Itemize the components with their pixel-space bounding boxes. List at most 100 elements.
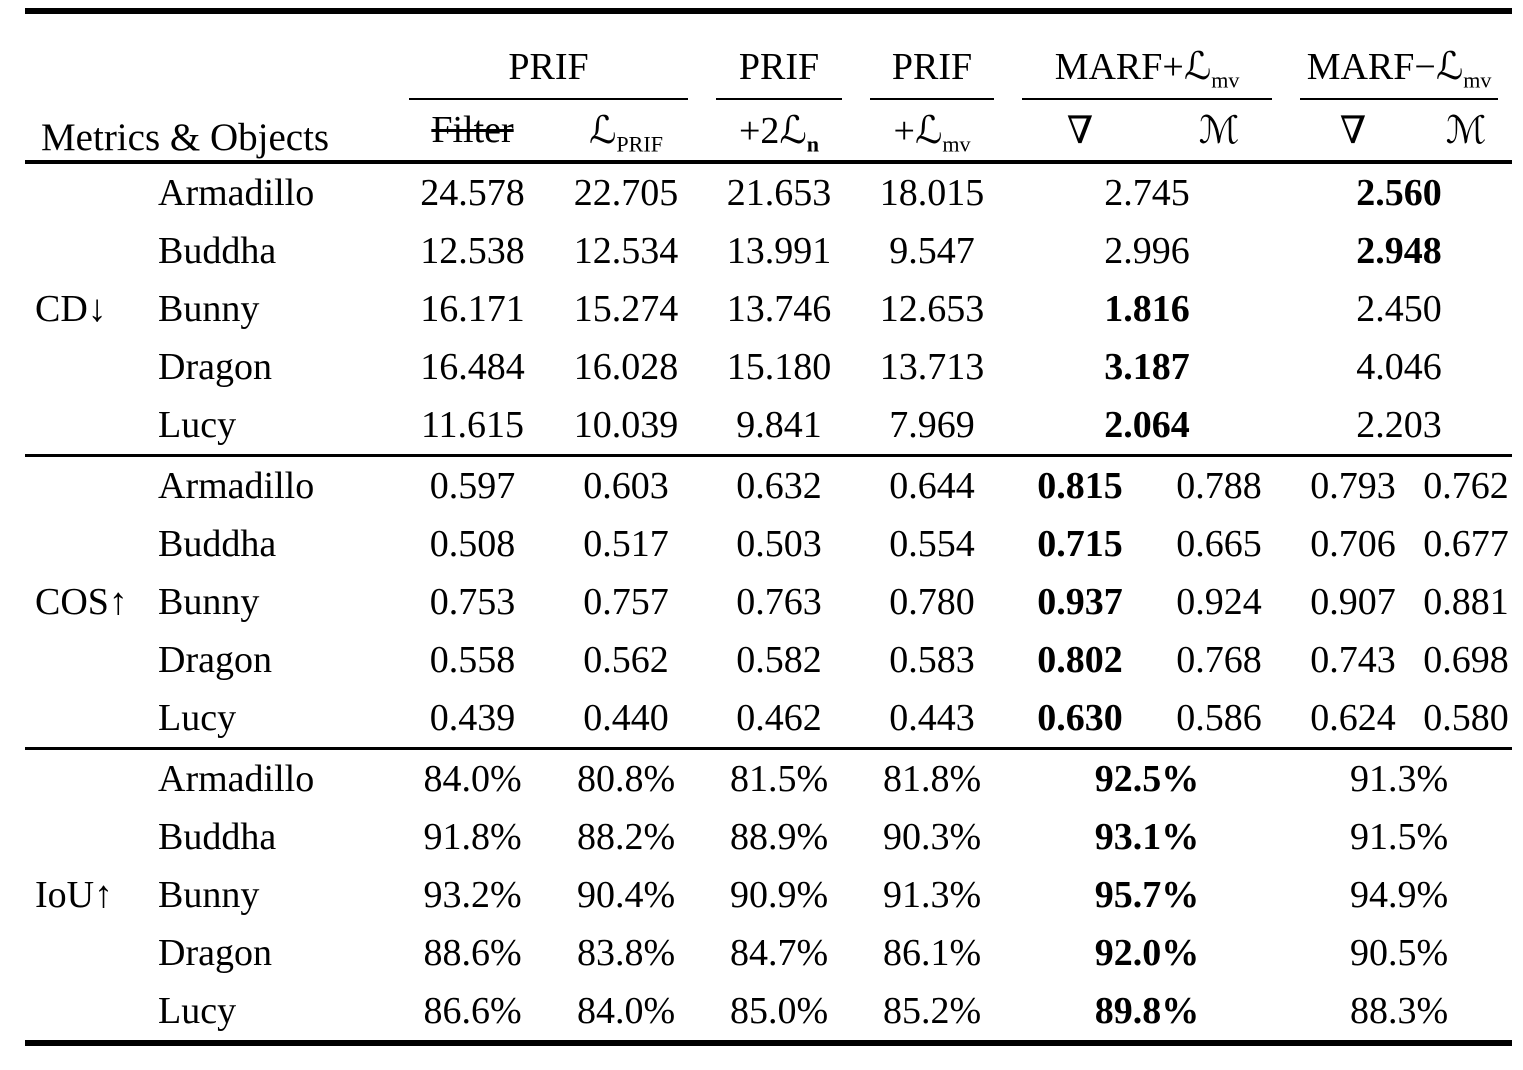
value-cell: 24.578 bbox=[420, 172, 525, 214]
value-cell: 91.8% bbox=[423, 816, 522, 858]
value-cell: 22.705 bbox=[573, 172, 679, 214]
header-group-prif-3: PRIF bbox=[856, 11, 1008, 100]
object-label: Buddha bbox=[158, 230, 277, 272]
value-cell-best: 92.5% bbox=[1094, 758, 1200, 800]
value-cell: 85.0% bbox=[729, 990, 829, 1032]
value-cell-best: 89.8% bbox=[1094, 990, 1200, 1032]
value-cell: 0.517 bbox=[583, 523, 669, 565]
value-cell: 0.763 bbox=[736, 581, 822, 623]
value-cell: 16.171 bbox=[420, 288, 525, 330]
group-label: PRIF bbox=[891, 46, 973, 88]
subheader-script-m: ℳ bbox=[1152, 100, 1286, 162]
table-row: Buddha 12.538 12.534 13.991 9.547 2.996 … bbox=[25, 222, 1512, 280]
value-cell: 0.624 bbox=[1310, 697, 1396, 739]
value-cell: 88.6% bbox=[423, 932, 522, 974]
group-underline: MARF−ℒmv bbox=[1300, 44, 1499, 100]
results-table: Metrics & Objects PRIF PRIF PRIF MARF+ℒm… bbox=[25, 8, 1513, 1046]
header-group-marf-plus: MARF+ℒmv bbox=[1008, 11, 1286, 100]
value-cell: 0.677 bbox=[1423, 523, 1509, 565]
value-cell: 0.780 bbox=[889, 581, 975, 623]
value-cell: 90.4% bbox=[576, 874, 676, 916]
value-cell-best: 0.630 bbox=[1037, 697, 1123, 739]
group-underline: PRIF bbox=[409, 45, 689, 100]
value-cell: 94.9% bbox=[1349, 874, 1449, 916]
value-cell: 0.462 bbox=[736, 697, 822, 739]
value-cell: 91.3% bbox=[1349, 758, 1449, 800]
value-cell-best: 0.937 bbox=[1037, 581, 1123, 623]
value-cell: 90.3% bbox=[882, 816, 982, 858]
object-label: Armadillo bbox=[158, 172, 315, 214]
subheader-nabla: ∇ bbox=[1008, 100, 1152, 162]
table-row: Lucy 11.615 10.039 9.841 7.969 2.064 2.2… bbox=[25, 396, 1512, 456]
table-row: Bunny 93.2% 90.4% 90.9% 91.3% 95.7% 94.9… bbox=[25, 866, 1512, 924]
corner-header: Metrics & Objects bbox=[41, 116, 330, 159]
value-cell: 12.534 bbox=[573, 230, 679, 272]
object-label: Dragon bbox=[158, 346, 272, 388]
value-cell: 81.8% bbox=[882, 758, 982, 800]
value-cell: 86.6% bbox=[423, 990, 522, 1032]
metric-label: COS↑ bbox=[35, 581, 128, 623]
object-label: Bunny bbox=[158, 581, 260, 623]
value-cell-best: 2.064 bbox=[1104, 404, 1190, 446]
value-cell: 84.0% bbox=[423, 758, 522, 800]
value-cell: 21.653 bbox=[726, 172, 832, 214]
value-cell: 10.039 bbox=[573, 404, 679, 446]
value-cell-best: 2.560 bbox=[1356, 172, 1442, 214]
value-cell-best: 3.187 bbox=[1104, 346, 1190, 388]
prefix: +2 bbox=[738, 109, 780, 152]
object-label: Lucy bbox=[158, 404, 237, 446]
value-cell: 93.2% bbox=[423, 874, 522, 916]
value-cell: 13.746 bbox=[726, 288, 832, 330]
value-cell: 0.586 bbox=[1176, 697, 1262, 739]
value-cell: 0.632 bbox=[736, 465, 822, 507]
value-cell: 83.8% bbox=[576, 932, 676, 974]
value-cell: 88.3% bbox=[1349, 990, 1449, 1032]
subscript: PRIF bbox=[616, 131, 663, 157]
nabla-symbol: ∇ bbox=[1066, 107, 1094, 152]
header-group-row: Metrics & Objects PRIF PRIF PRIF MARF+ℒm… bbox=[25, 11, 1512, 159]
value-cell: 15.274 bbox=[573, 288, 679, 330]
value-cell: 88.9% bbox=[729, 816, 829, 858]
value-cell: 0.757 bbox=[583, 581, 669, 623]
header-group-prif-1: PRIF bbox=[395, 11, 702, 100]
value-cell: 84.0% bbox=[576, 990, 676, 1032]
value-cell: 85.2% bbox=[882, 990, 982, 1032]
script-L-symbol: ℒ bbox=[779, 107, 807, 152]
value-cell: 11.615 bbox=[420, 404, 525, 446]
script-M-symbol: ℳ bbox=[1198, 107, 1240, 152]
value-cell: 0.439 bbox=[429, 697, 516, 739]
filter-label-strikethrough: Filter bbox=[431, 109, 514, 151]
value-cell: 0.503 bbox=[736, 523, 822, 565]
value-cell: 80.8% bbox=[576, 758, 676, 800]
object-label: Lucy bbox=[158, 697, 237, 739]
table-row: Buddha 0.508 0.517 0.503 0.554 0.715 0.6… bbox=[25, 515, 1512, 573]
header-sub-row: Filter ℒPRIF +2ℒn +ℒmv ∇ ℳ ∇ ℳ bbox=[25, 100, 1512, 162]
subheader-loss-prif: ℒPRIF bbox=[550, 100, 702, 162]
section-iou: IoU↑ Armadillo 84.0% 80.8% 81.5% 81.8% 9… bbox=[25, 748, 1513, 1044]
value-cell-best: 93.1% bbox=[1094, 816, 1200, 858]
value-cell: 0.907 bbox=[1310, 581, 1396, 623]
object-label: Armadillo bbox=[158, 465, 315, 507]
value-cell: 4.046 bbox=[1356, 346, 1442, 388]
value-cell: 91.5% bbox=[1349, 816, 1449, 858]
metric-label: CD↓ bbox=[35, 288, 107, 330]
value-cell: 0.558 bbox=[429, 639, 516, 681]
value-cell: 0.793 bbox=[1310, 465, 1396, 507]
script-L-symbol: ℒ bbox=[1183, 44, 1212, 88]
value-cell: 88.2% bbox=[576, 816, 676, 858]
value-cell: 15.180 bbox=[726, 346, 832, 388]
group-underline: MARF+ℒmv bbox=[1022, 44, 1273, 100]
value-cell: 0.644 bbox=[889, 465, 975, 507]
section-cd: CD↓ Armadillo 24.578 22.705 21.653 18.01… bbox=[25, 162, 1513, 456]
subheader-filter: Filter bbox=[395, 100, 550, 162]
value-cell: 7.969 bbox=[889, 404, 975, 446]
table-header: Metrics & Objects PRIF PRIF PRIF MARF+ℒm… bbox=[25, 11, 1513, 162]
value-cell: 0.603 bbox=[583, 465, 669, 507]
object-label: Dragon bbox=[158, 932, 272, 974]
table-row: Dragon 0.558 0.562 0.582 0.583 0.802 0.7… bbox=[25, 631, 1512, 689]
value-cell: 12.653 bbox=[879, 288, 985, 330]
value-cell-best: 0.815 bbox=[1037, 465, 1123, 507]
value-cell: 9.547 bbox=[889, 230, 975, 272]
table-row: COS↑ Armadillo 0.597 0.603 0.632 0.644 0… bbox=[25, 456, 1512, 623]
value-cell: 9.841 bbox=[736, 404, 822, 446]
